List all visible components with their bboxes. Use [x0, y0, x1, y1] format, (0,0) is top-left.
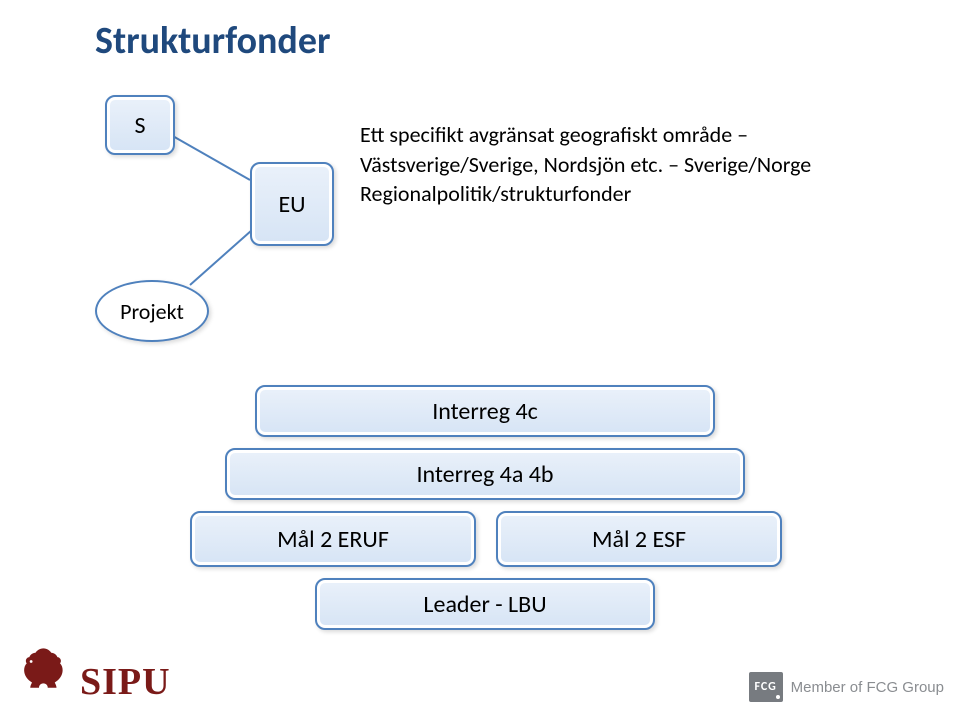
node-mal2eruf: Mål 2 ERUF [190, 511, 476, 567]
node-interreg4c: Interreg 4c [255, 385, 715, 437]
lion-icon [18, 644, 74, 700]
fcg-caption: Member of FCG Group [791, 679, 944, 696]
sipu-wordmark: SIPU [80, 660, 171, 704]
sipu-logo: SIPU [18, 644, 171, 700]
fcg-badge: FCG [749, 672, 783, 702]
fcg-group: FCG Member of FCG Group [749, 672, 944, 702]
fcg-badge-label: FCG [754, 680, 776, 694]
edge-1 [190, 230, 252, 285]
node-leader: Leader - LBU [315, 578, 655, 630]
page-title: Strukturfonder [95, 18, 330, 64]
node-interreg4ab: Interreg 4a 4b [225, 448, 745, 500]
node-mal2esf: Mål 2 ESF [496, 511, 782, 567]
node-projekt: Projekt [95, 280, 209, 342]
dot-icon [776, 695, 780, 699]
description-text: Ett specifikt avgränsat geografiskt områ… [360, 120, 840, 209]
edge-0 [171, 135, 250, 180]
node-eu: EU [250, 162, 334, 246]
node-s: S [105, 95, 175, 155]
